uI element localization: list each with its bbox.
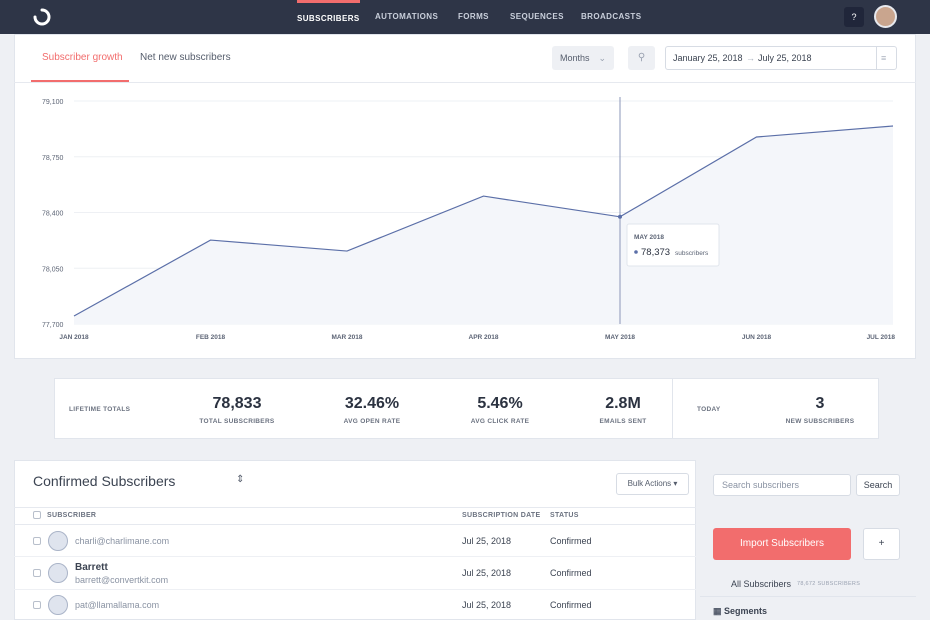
menu-icon: ≡	[881, 53, 887, 63]
status: Confirmed	[550, 568, 592, 578]
nav-item[interactable]: SUBSCRIBERS	[297, 0, 360, 34]
all-subscribers[interactable]: All Subscribers	[731, 579, 792, 589]
sort-icon[interactable]: ⇕	[236, 474, 245, 485]
point	[618, 214, 622, 219]
tooltip-title: MAY 2018	[634, 234, 664, 241]
subscriber-count: 78,672 SUBSCRIBERS	[797, 581, 861, 587]
divider	[700, 596, 916, 597]
divider	[14, 507, 696, 508]
stat-value: 2.8M	[605, 395, 641, 412]
import-button[interactable]: Import Subscribers	[713, 528, 851, 560]
date: Jul 25, 2018	[462, 600, 512, 610]
area	[74, 126, 893, 324]
divider	[14, 589, 696, 590]
today-caption: NEW SUBSCRIBERS	[785, 418, 855, 425]
y-tick-label: 78,400	[42, 211, 64, 218]
avatar	[48, 531, 68, 551]
y-tick-label: 79,100	[42, 99, 64, 106]
add-button[interactable]: +	[863, 528, 900, 560]
search-input[interactable]: Search subscribers	[713, 474, 851, 496]
date-start: January 25, 2018	[673, 53, 743, 63]
segments-heading: ▦ Segments	[713, 606, 768, 616]
x-tick-label: JAN 2018	[59, 334, 89, 341]
tooltip-dot	[634, 250, 638, 254]
period-label: Months	[560, 53, 590, 63]
stat-label: TOTAL SUBSCRIBERS	[199, 418, 275, 425]
totals-bar: LIFETIME TOTALS TODAY	[54, 378, 879, 439]
segments-label: Segments	[724, 606, 768, 616]
tab-active[interactable]: Subscriber growth	[42, 52, 123, 63]
divider	[14, 524, 696, 525]
name[interactable]: Barrett	[75, 562, 108, 573]
totals-label: LIFETIME TOTALS	[69, 406, 131, 413]
filter-button[interactable]: ⚲	[628, 46, 655, 70]
x-tick-label: APR 2018	[469, 334, 499, 341]
x-tick-label: MAR 2018	[331, 334, 362, 341]
avatar	[48, 563, 68, 583]
tooltip-value: 78,373	[641, 247, 670, 258]
stat-value: 32.46%	[344, 395, 400, 412]
checkbox[interactable]	[33, 601, 41, 609]
nav-item[interactable]: FORMS	[458, 12, 489, 21]
status: Confirmed	[550, 600, 592, 610]
top-nav: SUBSCRIBERS AUTOMATIONS FORMS SEQUENCES …	[0, 0, 930, 34]
divider	[14, 556, 696, 557]
date-end: July 25, 2018	[758, 53, 812, 63]
tab-underline	[31, 80, 129, 82]
y-tick-label: 78,050	[42, 266, 64, 273]
nav-item[interactable]: BROADCASTS	[581, 12, 642, 21]
email[interactable]: charli@charlimane.com	[75, 536, 170, 546]
x-tick-label: JUL 2018	[867, 334, 896, 341]
chevron: ⌄	[598, 53, 606, 63]
stat-label: AVG OPEN RATE	[343, 418, 401, 425]
today-label: TODAY	[697, 406, 721, 413]
x-tick-label: MAY 2018	[605, 334, 635, 341]
column-header: STATUS	[550, 512, 579, 519]
checkbox[interactable]	[33, 569, 41, 577]
stat-label: EMAILS SENT	[599, 418, 647, 425]
help-button[interactable]: ?	[844, 7, 864, 27]
nav-item[interactable]: AUTOMATIONS	[375, 12, 439, 21]
nav-item[interactable]: SEQUENCES	[510, 12, 564, 21]
tooltip-unit: subscribers	[675, 250, 709, 257]
list-title: Confirmed Subscribers	[33, 473, 176, 489]
line	[73, 125, 894, 317]
status: Confirmed	[550, 536, 592, 546]
stat-value: 78,833	[212, 395, 262, 412]
separator	[672, 379, 673, 438]
bulk-label: Bulk Actions	[627, 479, 672, 488]
search-button[interactable]: Search	[856, 474, 900, 496]
date-range[interactable]: January 25, 2018 → July 25, 2018 ≡	[665, 46, 897, 70]
stat-value: 5.46%	[477, 395, 523, 412]
checkbox[interactable]	[33, 511, 41, 519]
email: barrett@convertkit.com	[75, 575, 169, 585]
x-tick-label: FEB 2018	[196, 334, 226, 341]
stat-label: AVG CLICK RATE	[470, 418, 530, 425]
column-header: SUBSCRIPTION DATE	[462, 512, 541, 519]
y-tick-label: 77,700	[42, 322, 64, 329]
divider	[14, 82, 916, 83]
email[interactable]: pat@llamallama.com	[75, 600, 160, 610]
avatar	[48, 595, 68, 615]
date: Jul 25, 2018	[462, 568, 512, 578]
x-tick-label: JUN 2018	[742, 334, 772, 341]
checkbox[interactable]	[33, 537, 41, 545]
logo[interactable]	[31, 7, 53, 27]
separator	[876, 47, 877, 69]
tooltip	[626, 223, 720, 267]
today-value: 3	[815, 395, 825, 412]
column-header: SUBSCRIBER	[47, 512, 97, 519]
y-tick-label: 78,750	[42, 155, 64, 162]
date: Jul 25, 2018	[462, 536, 512, 546]
period-select[interactable]: Months ⌄	[552, 46, 614, 70]
arrow: →	[746, 53, 755, 63]
user-avatar[interactable]	[874, 5, 897, 28]
growth-chart: 77,700 78,050 78,400 78,750 79,100 JAN 2018 FE…	[42, 97, 896, 341]
tab[interactable]: Net new subscribers	[140, 52, 231, 63]
bulk-actions[interactable]: Bulk Actions ▾	[616, 473, 689, 495]
